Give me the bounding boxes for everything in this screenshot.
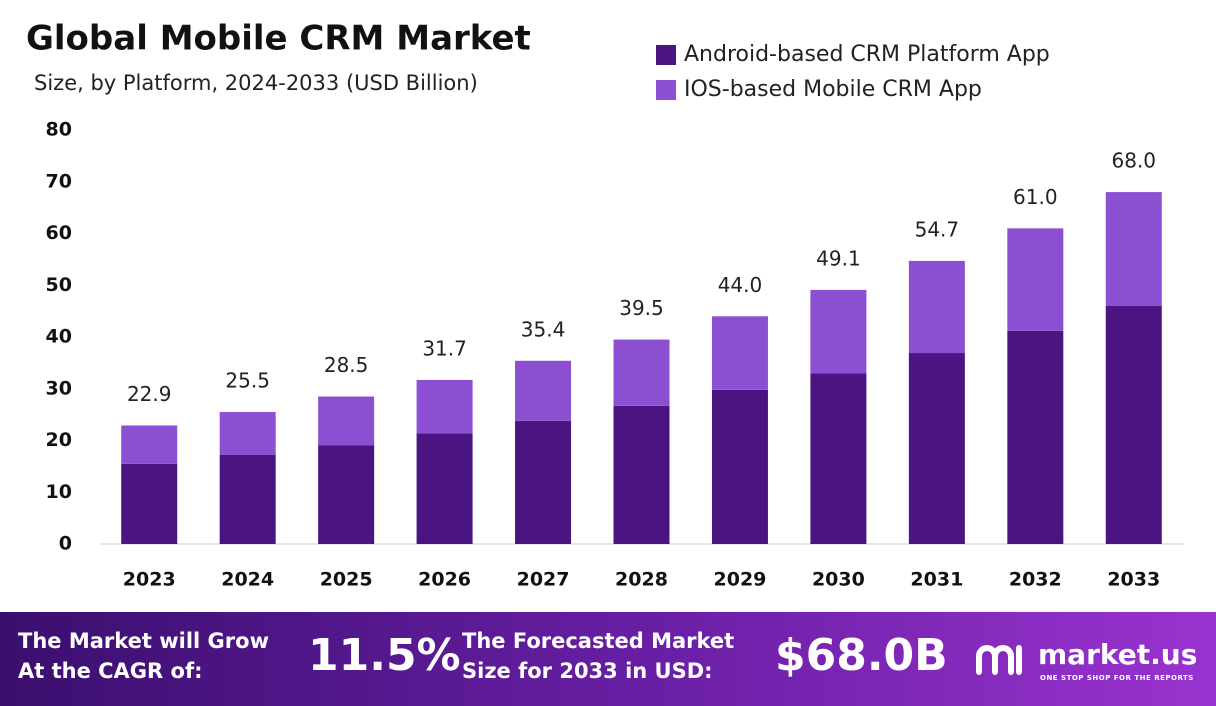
x-tick-label: 2028 [615,569,668,591]
bar-segment [515,360,572,421]
bar-segment [515,420,572,544]
bar-segment [810,373,867,544]
total-label: 39.5 [619,296,664,320]
x-tick-label: 2031 [910,569,963,591]
bar-segment [908,260,965,354]
y-tick-label: 60 [46,222,72,244]
bar-segment [121,425,178,464]
logo-tagline: ONE STOP SHOP FOR THE REPORTS [1040,674,1194,682]
chart-subtitle: Size, by Platform, 2024-2033 (USD Billio… [34,71,478,95]
bar-segment [711,316,768,390]
total-label: 31.7 [422,336,467,360]
bar-segment [1105,305,1162,544]
bar-segment [219,412,276,455]
bar-segment [613,339,670,406]
total-label: 61.0 [1013,185,1058,209]
bar-segment [908,353,965,544]
total-label: 44.0 [718,273,763,297]
bar-segment [1105,192,1162,306]
legend-label: Android-based CRM Platform App [684,42,1050,67]
x-tick-label: 2026 [418,569,471,591]
y-tick-label: 70 [46,170,72,192]
logo-icon [976,645,1022,675]
x-tick-label: 2030 [812,569,865,591]
x-tick-label: 2033 [1107,569,1160,591]
legend-swatch [656,80,676,100]
y-tick-label: 0 [59,533,72,555]
bar-segment [318,445,375,544]
bar-segment [613,405,670,544]
bar-segment [121,463,178,544]
total-label: 49.1 [816,246,861,270]
bar-segment [318,396,375,446]
total-label: 25.5 [225,369,270,393]
bar-segment [711,389,768,544]
chart-title: Global Mobile CRM Market [26,19,531,59]
y-tick-label: 10 [46,481,72,503]
bar-segment [219,454,276,544]
cagr-label: The Market will Grow At the CAGR of: [18,629,269,683]
x-tick-label: 2029 [714,569,767,591]
y-tick-label: 80 [46,119,72,141]
forecast-value: $68.0B [775,630,948,681]
bar-segment [1007,228,1064,331]
x-tick-label: 2023 [123,569,176,591]
y-tick-label: 40 [46,326,72,348]
x-tick-label: 2027 [517,569,570,591]
bar-segment [416,379,473,434]
cagr-value: 11.5% [308,630,461,681]
y-tick-label: 50 [46,274,72,296]
legend-swatch [656,45,676,65]
bar-segment [1007,330,1064,544]
bar-segment [416,433,473,544]
chart: Global Mobile CRM Market Size, by Platfo… [26,19,1183,591]
total-label: 68.0 [1112,149,1157,173]
logo-text: market.us [1038,638,1198,671]
x-tick-label: 2024 [221,569,274,591]
total-label: 54.7 [915,217,960,241]
y-tick-label: 30 [46,377,72,399]
x-tick-label: 2032 [1009,569,1062,591]
total-label: 22.9 [127,382,172,406]
y-tick-label: 20 [46,429,72,451]
bar-segment [810,289,867,374]
legend-label: IOS-based Mobile CRM App [684,77,982,102]
forecast-label: The Forecasted Market Size for 2033 in U… [462,629,735,683]
total-label: 28.5 [324,353,369,377]
total-label: 35.4 [521,317,566,341]
x-tick-label: 2025 [320,569,373,591]
banner: The Market will Grow At the CAGR of: 11.… [0,612,1216,706]
